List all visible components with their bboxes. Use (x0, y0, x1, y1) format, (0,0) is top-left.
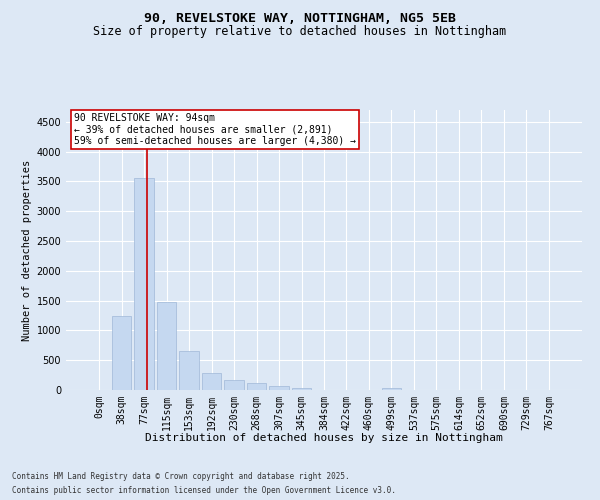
Bar (157, 302, 176, 390)
Text: 90 REVELSTOKE WAY: 94sqm
← 39% of detached houses are smaller (2,891)
59% of sem: 90 REVELSTOKE WAY: 94sqm ← 39% of detach… (74, 113, 356, 146)
Bar (179, 352, 199, 390)
Bar (112, 316, 131, 390)
Bar (292, 388, 311, 390)
Bar (247, 384, 266, 390)
Bar (382, 388, 401, 390)
Bar (202, 374, 221, 390)
Y-axis label: Number of detached properties: Number of detached properties (22, 160, 32, 340)
Bar (269, 386, 289, 390)
Bar (224, 380, 244, 390)
Text: Contains HM Land Registry data © Crown copyright and database right 2025.: Contains HM Land Registry data © Crown c… (12, 472, 350, 481)
Text: 90, REVELSTOKE WAY, NOTTINGHAM, NG5 5EB: 90, REVELSTOKE WAY, NOTTINGHAM, NG5 5EB (144, 12, 456, 26)
Text: Size of property relative to detached houses in Nottingham: Size of property relative to detached ho… (94, 25, 506, 38)
Bar (134, 178, 154, 390)
X-axis label: Distribution of detached houses by size in Nottingham: Distribution of detached houses by size … (145, 433, 503, 443)
Text: Contains public sector information licensed under the Open Government Licence v3: Contains public sector information licen… (12, 486, 396, 495)
